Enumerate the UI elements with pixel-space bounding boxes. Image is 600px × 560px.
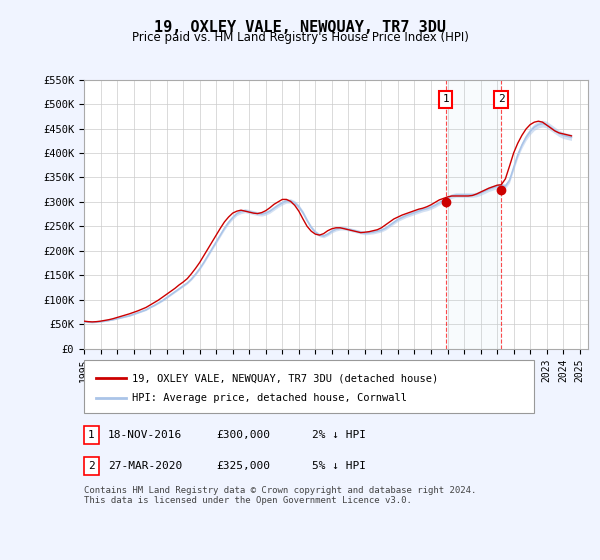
Text: 18-NOV-2016: 18-NOV-2016: [108, 430, 182, 440]
Text: 27-MAR-2020: 27-MAR-2020: [108, 461, 182, 471]
Text: 2: 2: [498, 94, 505, 104]
Text: Contains HM Land Registry data © Crown copyright and database right 2024.
This d: Contains HM Land Registry data © Crown c…: [84, 486, 476, 505]
Text: 5% ↓ HPI: 5% ↓ HPI: [312, 461, 366, 471]
Text: 2% ↓ HPI: 2% ↓ HPI: [312, 430, 366, 440]
Text: HPI: Average price, detached house, Cornwall: HPI: Average price, detached house, Corn…: [132, 393, 407, 403]
Text: 1: 1: [88, 430, 95, 440]
Text: £300,000: £300,000: [216, 430, 270, 440]
Text: 2: 2: [88, 461, 95, 471]
Text: 1: 1: [442, 94, 449, 104]
Text: 19, OXLEY VALE, NEWQUAY, TR7 3DU (detached house): 19, OXLEY VALE, NEWQUAY, TR7 3DU (detach…: [132, 374, 438, 384]
Text: 19, OXLEY VALE, NEWQUAY, TR7 3DU: 19, OXLEY VALE, NEWQUAY, TR7 3DU: [154, 20, 446, 35]
Bar: [446, 80, 501, 348]
Text: Price paid vs. HM Land Registry's House Price Index (HPI): Price paid vs. HM Land Registry's House …: [131, 31, 469, 44]
Text: £325,000: £325,000: [216, 461, 270, 471]
